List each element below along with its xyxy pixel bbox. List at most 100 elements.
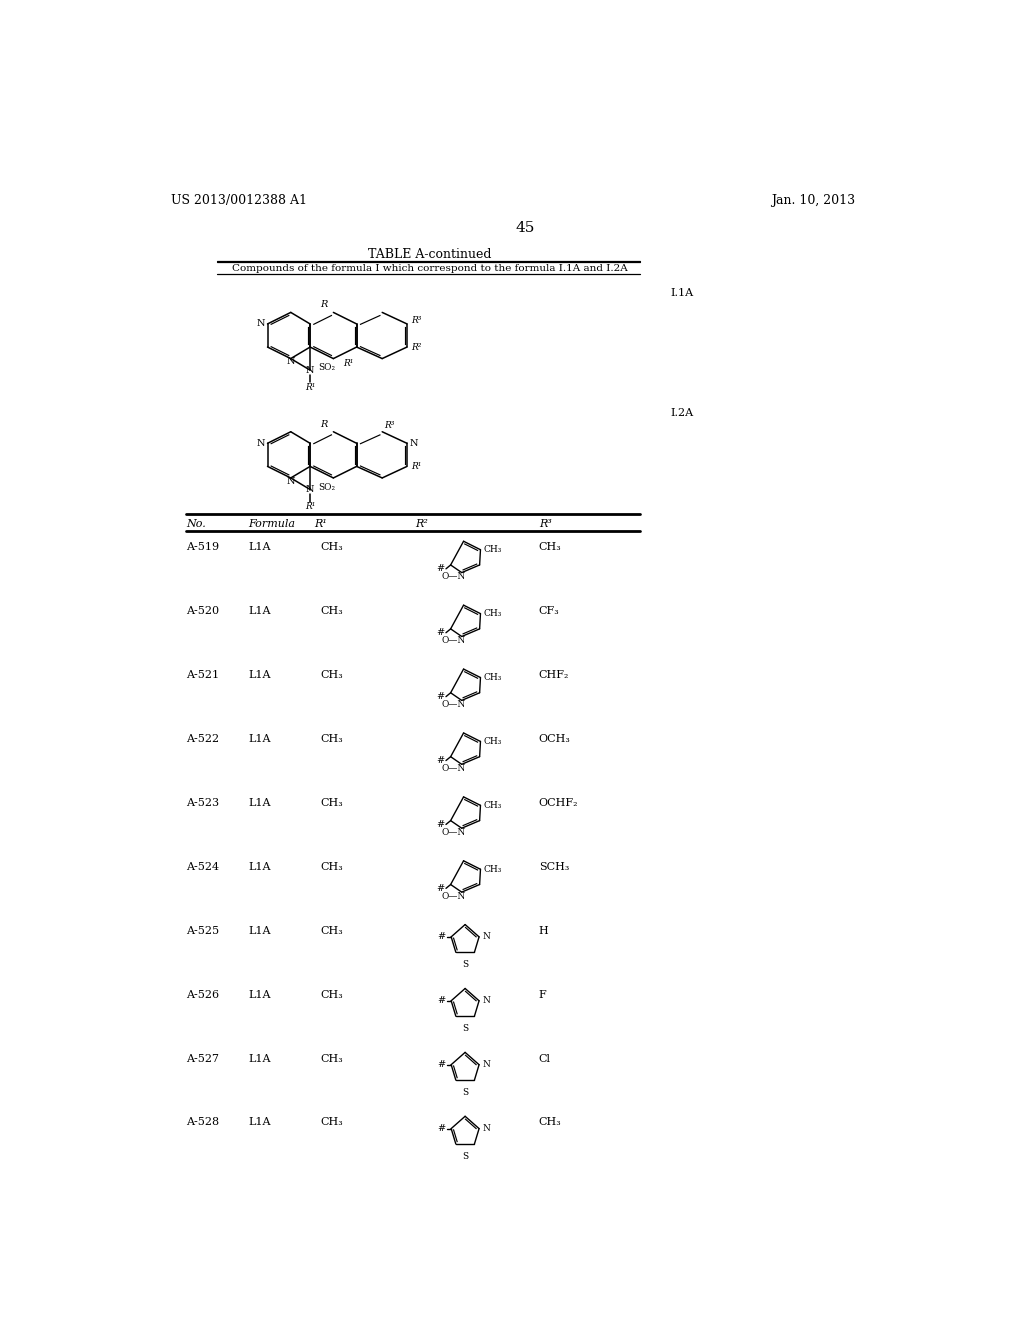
Text: N: N xyxy=(257,438,265,447)
Text: O—N: O—N xyxy=(441,573,466,581)
Text: R¹: R¹ xyxy=(305,383,315,392)
Text: CH₃: CH₃ xyxy=(321,543,343,552)
Text: N: N xyxy=(410,438,418,447)
Text: Jan. 10, 2013: Jan. 10, 2013 xyxy=(771,194,855,207)
Text: L1A: L1A xyxy=(248,797,270,808)
Text: L1A: L1A xyxy=(248,671,270,680)
Text: CH₃: CH₃ xyxy=(483,545,502,554)
Text: #: # xyxy=(436,820,444,829)
Text: R³: R³ xyxy=(385,421,395,430)
Text: CH₃: CH₃ xyxy=(483,801,502,810)
Text: L1A: L1A xyxy=(248,606,270,616)
Text: L1A: L1A xyxy=(248,990,270,999)
Text: O—N: O—N xyxy=(441,636,466,645)
Text: F: F xyxy=(539,990,547,999)
Text: S: S xyxy=(462,1024,468,1032)
Text: SO₂: SO₂ xyxy=(317,483,335,491)
Text: N: N xyxy=(482,932,490,941)
Text: R¹: R¹ xyxy=(314,519,327,529)
Text: A-526: A-526 xyxy=(186,990,219,999)
Text: A-521: A-521 xyxy=(186,671,219,680)
Text: N: N xyxy=(287,358,295,366)
Text: O—N: O—N xyxy=(441,764,466,774)
Text: Compounds of the formula I which correspond to the formula I.1A and I.2A: Compounds of the formula I which corresp… xyxy=(232,264,628,273)
Text: #: # xyxy=(437,932,445,941)
Text: R: R xyxy=(321,300,328,309)
Text: L1A: L1A xyxy=(248,734,270,744)
Text: R¹: R¹ xyxy=(411,462,421,471)
Text: TABLE A-continued: TABLE A-continued xyxy=(369,248,492,261)
Text: CH₃: CH₃ xyxy=(321,734,343,744)
Text: OCH₃: OCH₃ xyxy=(539,734,570,744)
Text: A-525: A-525 xyxy=(186,925,219,936)
Text: O—N: O—N xyxy=(441,892,466,900)
Text: A-520: A-520 xyxy=(186,606,219,616)
Text: L1A: L1A xyxy=(248,925,270,936)
Text: No.: No. xyxy=(186,519,206,529)
Text: L1A: L1A xyxy=(248,862,270,871)
Text: R¹: R¹ xyxy=(305,502,315,511)
Text: N: N xyxy=(306,366,314,375)
Text: A-522: A-522 xyxy=(186,734,219,744)
Text: O—N: O—N xyxy=(441,700,466,709)
Text: CH₃: CH₃ xyxy=(321,1053,343,1064)
Text: R²: R² xyxy=(415,519,428,529)
Text: O—N: O—N xyxy=(441,828,466,837)
Text: L1A: L1A xyxy=(248,1053,270,1064)
Text: CH₃: CH₃ xyxy=(321,606,343,616)
Text: CH₃: CH₃ xyxy=(321,1118,343,1127)
Text: R: R xyxy=(321,420,328,429)
Text: CH₃: CH₃ xyxy=(321,925,343,936)
Text: #: # xyxy=(437,1125,445,1133)
Text: #: # xyxy=(437,997,445,1006)
Text: SO₂: SO₂ xyxy=(317,363,335,372)
Text: S: S xyxy=(462,960,468,969)
Text: H: H xyxy=(539,925,549,936)
Text: OCHF₂: OCHF₂ xyxy=(539,797,579,808)
Text: US 2013/0012388 A1: US 2013/0012388 A1 xyxy=(171,194,306,207)
Text: N: N xyxy=(482,997,490,1006)
Text: CH₃: CH₃ xyxy=(483,673,502,682)
Text: CH₃: CH₃ xyxy=(321,990,343,999)
Text: CH₃: CH₃ xyxy=(483,865,502,874)
Text: A-524: A-524 xyxy=(186,862,219,871)
Text: N: N xyxy=(287,477,295,486)
Text: CHF₂: CHF₂ xyxy=(539,671,569,680)
Text: CH₃: CH₃ xyxy=(321,671,343,680)
Text: #: # xyxy=(436,628,444,638)
Text: R¹: R¹ xyxy=(343,359,353,368)
Text: SCH₃: SCH₃ xyxy=(539,862,569,871)
Text: CH₃: CH₃ xyxy=(321,862,343,871)
Text: R³: R³ xyxy=(539,519,552,529)
Text: N: N xyxy=(257,319,265,329)
Text: 45: 45 xyxy=(515,220,535,235)
Text: CH₃: CH₃ xyxy=(539,1118,561,1127)
Text: #: # xyxy=(437,1060,445,1069)
Text: A-523: A-523 xyxy=(186,797,219,808)
Text: L1A: L1A xyxy=(248,543,270,552)
Text: CH₃: CH₃ xyxy=(483,737,502,746)
Text: S: S xyxy=(462,1151,468,1160)
Text: CH₃: CH₃ xyxy=(321,797,343,808)
Text: #: # xyxy=(436,756,444,766)
Text: R³: R³ xyxy=(411,315,421,325)
Text: R²: R² xyxy=(411,343,421,351)
Text: A-527: A-527 xyxy=(186,1053,219,1064)
Text: CF₃: CF₃ xyxy=(539,606,559,616)
Text: A-519: A-519 xyxy=(186,543,219,552)
Text: CH₃: CH₃ xyxy=(483,609,502,618)
Text: Formula: Formula xyxy=(248,519,295,529)
Text: CH₃: CH₃ xyxy=(539,543,561,552)
Text: #: # xyxy=(436,565,444,573)
Text: A-528: A-528 xyxy=(186,1118,219,1127)
Text: L1A: L1A xyxy=(248,1118,270,1127)
Text: #: # xyxy=(436,692,444,701)
Text: N: N xyxy=(306,484,314,494)
Text: I.1A: I.1A xyxy=(671,288,693,298)
Text: S: S xyxy=(462,1088,468,1097)
Text: N: N xyxy=(482,1060,490,1069)
Text: #: # xyxy=(436,884,444,892)
Text: I.2A: I.2A xyxy=(671,408,693,417)
Text: Cl: Cl xyxy=(539,1053,551,1064)
Text: N: N xyxy=(482,1125,490,1133)
